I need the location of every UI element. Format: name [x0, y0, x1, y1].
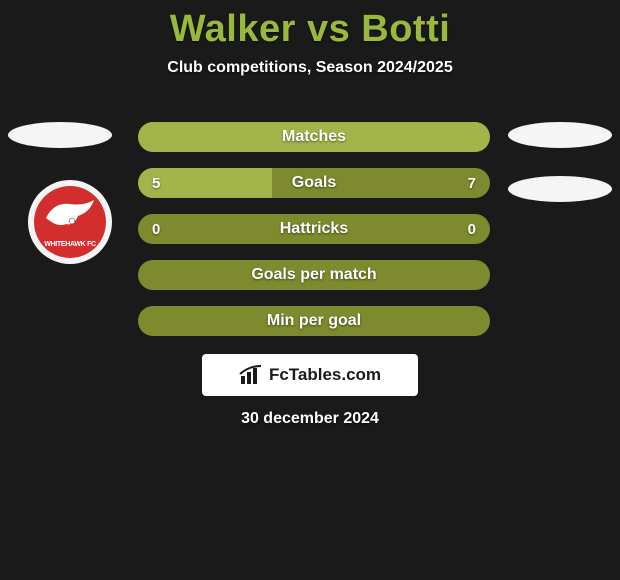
player-right-logo-placeholder-1: [508, 122, 612, 148]
row-label: Hattricks: [138, 220, 490, 238]
row-label: Goals per match: [138, 266, 490, 284]
row-label: Matches: [138, 128, 490, 146]
snapshot-date: 30 december 2024: [0, 410, 620, 428]
bar-chart-icon: [239, 364, 265, 386]
comparison-rows: Matches 5 Goals 7 0 Hattricks 0 Goals pe…: [138, 122, 490, 352]
row-value-right: 7: [468, 175, 476, 192]
row-goals: 5 Goals 7: [138, 168, 490, 198]
row-label: Min per goal: [138, 312, 490, 330]
team-crest: WHITEHAWK FC: [28, 180, 112, 264]
row-min-per-goal: Min per goal: [138, 306, 490, 336]
team-crest-inner: WHITEHAWK FC: [34, 186, 106, 258]
row-matches: Matches: [138, 122, 490, 152]
branding-badge: FcTables.com: [202, 354, 418, 396]
page-subtitle: Club competitions, Season 2024/2025: [0, 59, 620, 77]
row-hattricks: 0 Hattricks 0: [138, 214, 490, 244]
page-title: Walker vs Botti: [0, 0, 620, 51]
branding-text: FcTables.com: [269, 365, 381, 385]
player-right-logo-placeholder-2: [508, 176, 612, 202]
row-label: Goals: [138, 174, 490, 192]
hawk-icon: [44, 196, 96, 230]
team-crest-label: WHITEHAWK FC: [34, 241, 106, 248]
player-left-logo-placeholder: [8, 122, 112, 148]
row-goals-per-match: Goals per match: [138, 260, 490, 290]
row-value-right: 0: [468, 221, 476, 238]
